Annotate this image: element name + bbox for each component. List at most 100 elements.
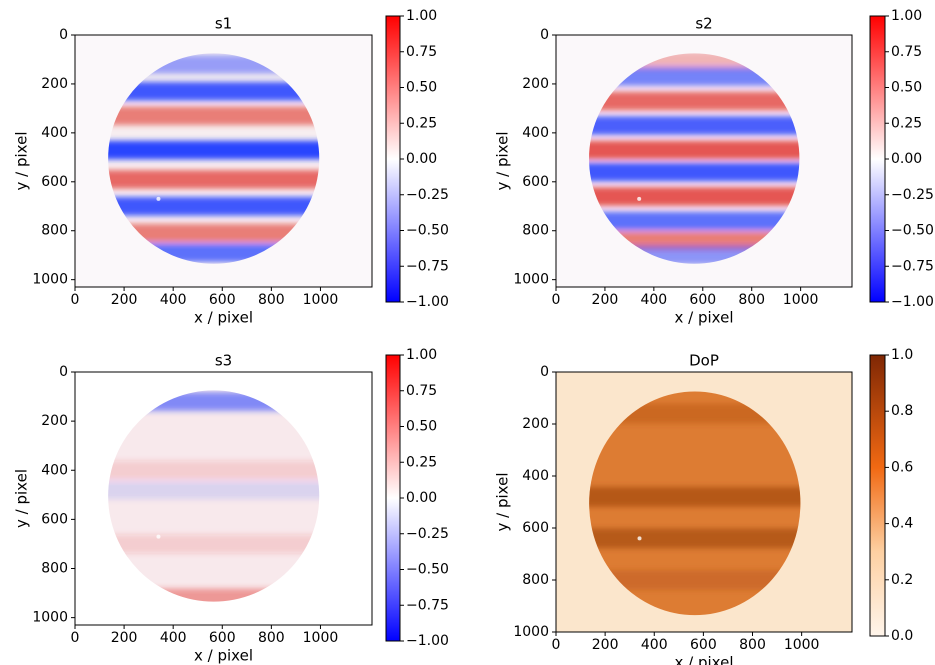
x-tick-label: 1000 bbox=[783, 292, 819, 308]
x-tick-label: 0 bbox=[71, 292, 80, 308]
colorbar-tick-label: −0.50 bbox=[406, 223, 449, 239]
x-tick-label: 800 bbox=[258, 292, 285, 308]
colorbar-tick-label: −0.25 bbox=[891, 187, 934, 203]
disk bbox=[589, 391, 801, 616]
x-axis-label: x / pixel bbox=[675, 309, 734, 327]
speck bbox=[156, 534, 161, 539]
y-axis-label: y / pixel bbox=[13, 132, 31, 191]
stripe bbox=[108, 223, 320, 243]
disk bbox=[589, 53, 800, 264]
y-tick-label: 200 bbox=[41, 413, 68, 429]
x-tick-label: 800 bbox=[738, 292, 765, 308]
colorbar-tick-label: 0.00 bbox=[891, 151, 922, 167]
x-axis-label: x / pixel bbox=[194, 647, 253, 665]
x-tick-label: 800 bbox=[739, 637, 766, 653]
speck bbox=[637, 536, 642, 541]
x-tick-label: 600 bbox=[690, 637, 717, 653]
stripe bbox=[589, 528, 801, 549]
y-tick-label: 1000 bbox=[513, 272, 549, 288]
y-tick-label: 800 bbox=[522, 223, 549, 239]
colorbar-tick-label: 0.25 bbox=[406, 115, 437, 131]
x-tick-label: 0 bbox=[552, 292, 561, 308]
stripe bbox=[589, 67, 800, 86]
y-tick-label: 800 bbox=[522, 572, 549, 588]
image bbox=[75, 372, 372, 625]
colorbar-tick-label: −0.25 bbox=[406, 187, 449, 203]
y-tick-label: 400 bbox=[41, 462, 68, 478]
colorbar-tick-label: 1.00 bbox=[406, 8, 437, 24]
stripe bbox=[589, 231, 800, 250]
colorbar-tick-label: −0.25 bbox=[406, 526, 449, 542]
stripe bbox=[589, 486, 801, 507]
stripes bbox=[589, 403, 801, 590]
stripe bbox=[589, 116, 800, 135]
colorbar-tick-label: 0.00 bbox=[406, 151, 437, 167]
y-tick-label: 400 bbox=[522, 468, 549, 484]
x-tick-label: 200 bbox=[592, 637, 619, 653]
stripe bbox=[589, 91, 800, 111]
y-tick-label: 600 bbox=[41, 511, 68, 527]
colorbar-tick-label: −0.75 bbox=[406, 258, 449, 274]
colorbar-tick-label: 0.25 bbox=[406, 454, 437, 470]
colorbar-tick-label: 0.75 bbox=[406, 44, 437, 60]
speck bbox=[637, 196, 642, 201]
y-tick-label: 1000 bbox=[513, 624, 549, 640]
image bbox=[556, 372, 852, 632]
colorbar-tick-label: 0.75 bbox=[406, 383, 437, 399]
y-axis-label: y / pixel bbox=[13, 469, 31, 528]
x-tick-label: 400 bbox=[160, 292, 187, 308]
stripe bbox=[108, 196, 320, 216]
y-tick-label: 200 bbox=[522, 76, 549, 92]
stripe bbox=[589, 140, 800, 160]
x-tick-label: 600 bbox=[209, 292, 236, 308]
colorbar bbox=[869, 15, 886, 303]
axes-frame bbox=[555, 371, 853, 633]
y-tick-label: 800 bbox=[41, 223, 68, 239]
colorbar bbox=[385, 15, 401, 303]
disk bbox=[108, 53, 320, 264]
colorbar-tick-label: 1.0 bbox=[891, 347, 913, 363]
colorbar-tick-label: −0.50 bbox=[891, 223, 934, 239]
x-tick-label: 1000 bbox=[303, 630, 339, 646]
stripe bbox=[589, 570, 801, 590]
y-tick-label: 200 bbox=[41, 76, 68, 92]
y-tick-label: 0 bbox=[59, 364, 68, 380]
colorbar-tick-label: 0.00 bbox=[406, 490, 437, 506]
x-tick-label: 1000 bbox=[784, 637, 820, 653]
colorbar-tick-label: 0.50 bbox=[406, 419, 437, 435]
colorbar-tick-label: −0.75 bbox=[891, 258, 934, 274]
stripe bbox=[589, 403, 801, 424]
chart-title: DoP bbox=[689, 352, 719, 370]
colorbar-tick-label: −0.75 bbox=[406, 597, 449, 613]
axes-frame bbox=[555, 34, 853, 288]
y-tick-label: 0 bbox=[540, 27, 549, 43]
stripe bbox=[108, 106, 320, 126]
image bbox=[75, 35, 372, 287]
x-tick-label: 0 bbox=[71, 630, 80, 646]
colorbar-tick-label: 0.50 bbox=[406, 80, 437, 96]
stripe bbox=[108, 140, 320, 160]
x-tick-label: 400 bbox=[640, 292, 667, 308]
stripes bbox=[108, 55, 320, 263]
stripe bbox=[589, 162, 800, 182]
colorbar-tick-label: −1.00 bbox=[891, 294, 934, 310]
y-tick-label: 0 bbox=[59, 27, 68, 43]
y-tick-label: 600 bbox=[522, 174, 549, 190]
colorbar-tick-label: −1.00 bbox=[406, 633, 449, 649]
colorbar-tick-label: 0.6 bbox=[891, 459, 913, 475]
chart-title: s2 bbox=[695, 15, 712, 33]
stripe bbox=[108, 81, 320, 101]
colorbar-tick-label: −1.00 bbox=[406, 294, 449, 310]
x-tick-label: 200 bbox=[111, 630, 138, 646]
colorbar-tick-label: 0.4 bbox=[891, 516, 913, 532]
x-tick-label: 200 bbox=[111, 292, 138, 308]
colorbar-tick-label: 0.2 bbox=[891, 572, 913, 588]
y-tick-label: 1000 bbox=[32, 610, 68, 626]
colorbar-tick-label: 0.25 bbox=[891, 115, 922, 131]
colorbar-tick-label: 1.00 bbox=[891, 8, 922, 24]
stripe bbox=[108, 534, 320, 554]
colorbar-tick-label: 0.0 bbox=[891, 628, 913, 644]
